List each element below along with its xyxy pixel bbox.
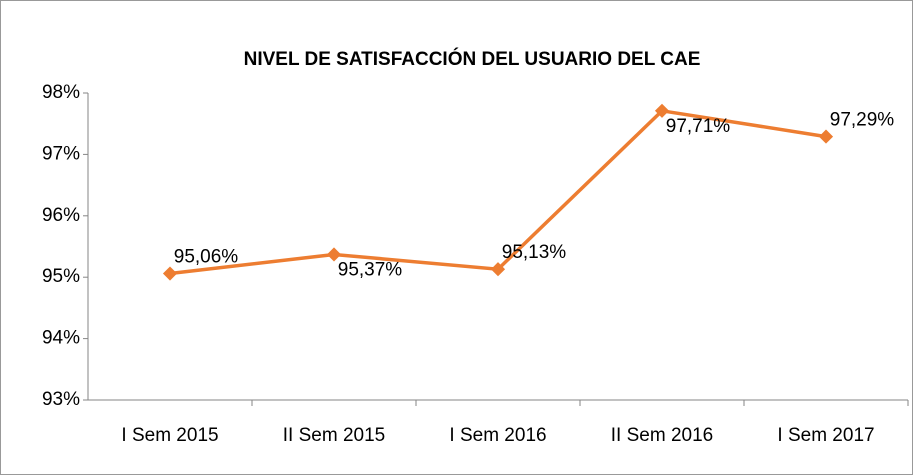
y-tick-label: 94% — [42, 328, 80, 349]
marker — [654, 103, 670, 118]
x-tick-label: I Sem 2015 — [121, 425, 218, 446]
data-label: 97,71% — [666, 116, 731, 137]
x-tick-label: II Sem 2015 — [283, 425, 385, 446]
chart-title: NIVEL DE SATISFACCIÓN DEL USUARIO DEL CA… — [244, 48, 701, 70]
x-tick-label: II Sem 2016 — [611, 425, 713, 446]
marker — [162, 266, 178, 281]
y-tick-label: 95% — [42, 266, 80, 287]
marker — [326, 247, 342, 262]
y-tick-label: 98% — [42, 82, 80, 103]
data-label: 95,06% — [174, 247, 239, 268]
y-tick-label: 93% — [42, 389, 80, 410]
data-label: 95,37% — [338, 259, 403, 280]
marker — [490, 262, 506, 277]
y-tick-label: 97% — [42, 143, 80, 164]
y-tick-label: 96% — [42, 205, 80, 226]
x-tick-label: I Sem 2016 — [449, 425, 546, 446]
data-label: 97,29% — [830, 110, 895, 131]
marker — [818, 129, 834, 144]
data-label: 95,13% — [502, 242, 567, 263]
x-tick-label: I Sem 2017 — [777, 425, 874, 446]
